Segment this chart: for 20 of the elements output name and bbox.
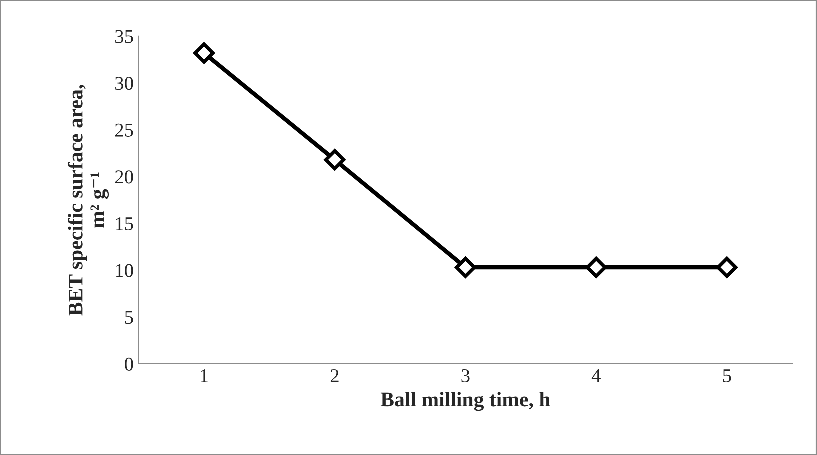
- x-tick-label: 5: [723, 370, 732, 383]
- point: [194, 42, 215, 64]
- point: [324, 149, 346, 171]
- x-axis-title: Ball milling time, h: [380, 392, 550, 412]
- y-tick-label: 5: [125, 311, 134, 324]
- point: [455, 257, 476, 278]
- y-tick-label: 0: [125, 358, 134, 371]
- y-tick-label: 15: [116, 218, 134, 231]
- x-tick-label: 3: [462, 369, 470, 383]
- x-tick-label: 1: [201, 370, 208, 382]
- y-tick-label: 25: [115, 124, 134, 137]
- y-axis-title: BET specific surface area, m² g⁻¹: [68, 85, 110, 316]
- y-tick-label: 30: [116, 77, 134, 90]
- y-tick-label: 10: [116, 264, 134, 278]
- x-tick-label: 2: [330, 369, 339, 382]
- x-tick-label: 4: [592, 370, 601, 382]
- y-tick-label: 35: [116, 30, 134, 44]
- y-tick-label: 20: [115, 170, 134, 184]
- point: [716, 257, 738, 278]
- point: [586, 257, 607, 278]
